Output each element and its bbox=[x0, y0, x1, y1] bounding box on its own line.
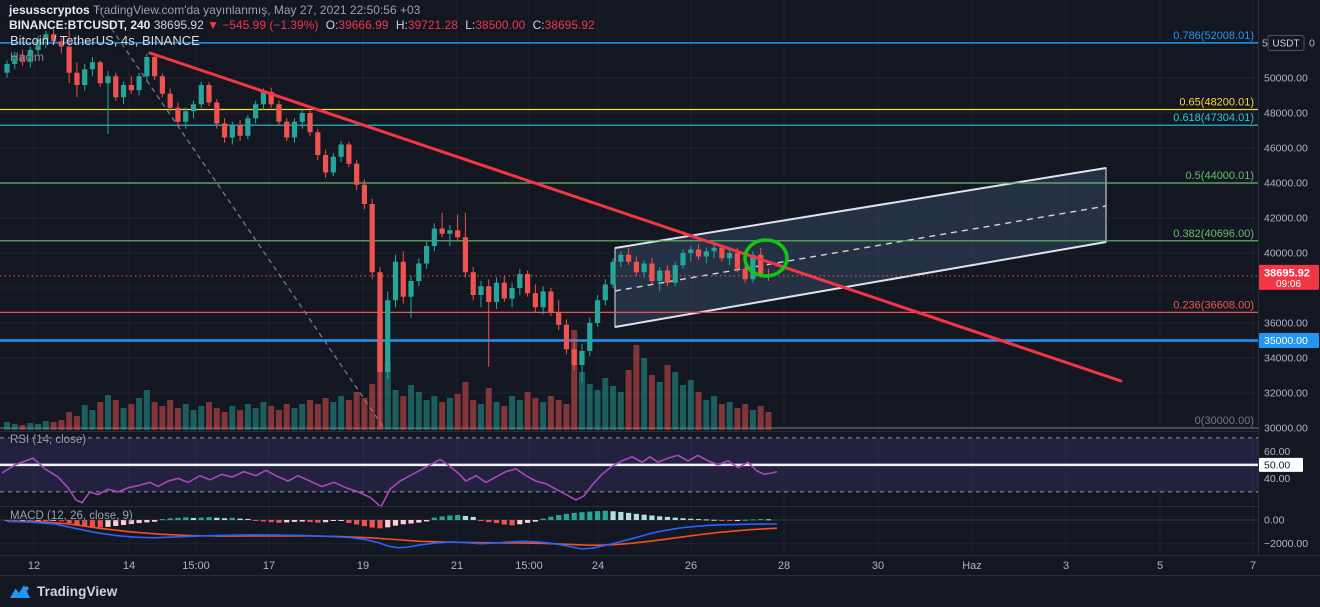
tradingview-logo-icon bbox=[10, 584, 30, 598]
axis-label: 0.00 bbox=[1264, 515, 1285, 527]
time-axis-label: 17 bbox=[263, 560, 275, 572]
axis-label: 34000.00 bbox=[1264, 353, 1308, 365]
price-axis[interactable]: 50000.00 48000.00 46000.00 44000.00 42000.00… bbox=[1258, 0, 1320, 555]
old-trendline-dashed bbox=[95, 5, 385, 429]
rising-channel bbox=[614, 167, 1107, 328]
fib-level-label: 0.65(48200.01) bbox=[1179, 96, 1254, 108]
fib-level-label: 0.236(36608.00) bbox=[1173, 299, 1254, 311]
axis-label: 30000.00 bbox=[1264, 423, 1308, 435]
svg-text:50.00: 50.00 bbox=[1264, 459, 1290, 471]
attribution-bar[interactable]: TradingView bbox=[0, 575, 1320, 607]
fib-level-label: 0(30000.00) bbox=[1195, 415, 1254, 427]
svg-text:38695.92: 38695.92 bbox=[1264, 267, 1310, 279]
time-axis-label: 12 bbox=[28, 560, 40, 572]
time-axis-label: 3 bbox=[1063, 560, 1069, 572]
price-chart-svg[interactable]: 0.786(52008.01) 0.65(48200.01) 0.618(47304… bbox=[0, 0, 1320, 575]
rsi-pane bbox=[0, 437, 1258, 509]
axis-label: 60.00 bbox=[1264, 446, 1290, 458]
time-axis-label: 15:00 bbox=[515, 560, 543, 572]
axis-label: 0 bbox=[1309, 38, 1315, 50]
fib-level-label: 0.5(44000.01) bbox=[1186, 170, 1255, 182]
fib-retracement-levels: 0.786(52008.01) 0.65(48200.01) 0.618(47304… bbox=[0, 30, 1258, 429]
axis-label: −2000.00 bbox=[1264, 538, 1308, 550]
axis-label: 50000.00 bbox=[1264, 73, 1308, 85]
time-axis-label: 21 bbox=[451, 560, 463, 572]
time-axis-label: 19 bbox=[357, 560, 369, 572]
macd-pane bbox=[4, 510, 778, 550]
axis-label: 36000.00 bbox=[1264, 318, 1308, 330]
time-axis-label: 24 bbox=[592, 560, 604, 572]
time-axis-label: Haz bbox=[962, 560, 982, 572]
rsi-line bbox=[1, 454, 778, 509]
axis-label: 44000.00 bbox=[1264, 178, 1308, 190]
tradingview-brand-text: TradingView bbox=[37, 584, 118, 599]
axis-label: 5 bbox=[1262, 38, 1268, 50]
level-price-badge: 35000.00 bbox=[1259, 333, 1319, 348]
axis-label: USDT bbox=[1272, 39, 1299, 50]
axis-label: 40000.00 bbox=[1264, 248, 1308, 260]
candles-layer bbox=[4, 29, 772, 428]
chart-canvas[interactable]: 0.786(52008.01) 0.65(48200.01) 0.618(47304… bbox=[0, 0, 1320, 575]
svg-text:09:06: 09:06 bbox=[1276, 279, 1301, 290]
axis-label: 42000.00 bbox=[1264, 213, 1308, 225]
fib-level-label: 0.786(52008.01) bbox=[1173, 30, 1254, 42]
time-axis-label: 14 bbox=[123, 560, 135, 572]
time-axis-label: 28 bbox=[778, 560, 790, 572]
currency-chip bbox=[1267, 35, 1305, 51]
time-axis-label: 7 bbox=[1250, 560, 1256, 572]
time-axis-label: 30 bbox=[872, 560, 884, 572]
fib-level-label: 0.382(40696.00) bbox=[1173, 228, 1254, 240]
time-axis-label: 26 bbox=[685, 560, 697, 572]
time-axis-label: 5 bbox=[1157, 560, 1163, 572]
macd-line bbox=[6, 520, 777, 550]
svg-text:35000.00: 35000.00 bbox=[1264, 335, 1308, 347]
time-axis[interactable]: 12 14 15:00 17 19 21 15:00 24 26 28 30 Haz 3 5 7 bbox=[28, 560, 1256, 572]
rsi-mid-badge: 50.00 bbox=[1259, 457, 1303, 472]
volume-bars-layer bbox=[4, 318, 772, 430]
highlight-ellipse-annotation bbox=[743, 238, 789, 278]
axis-label: 32000.00 bbox=[1264, 388, 1308, 400]
axis-label: 46000.00 bbox=[1264, 143, 1308, 155]
axis-label: 48000.00 bbox=[1264, 108, 1308, 120]
time-axis-label: 15:00 bbox=[182, 560, 210, 572]
descending-trendline bbox=[148, 51, 1123, 383]
axis-label: 40.00 bbox=[1264, 473, 1290, 485]
fib-level-label: 0.618(47304.01) bbox=[1173, 112, 1254, 124]
